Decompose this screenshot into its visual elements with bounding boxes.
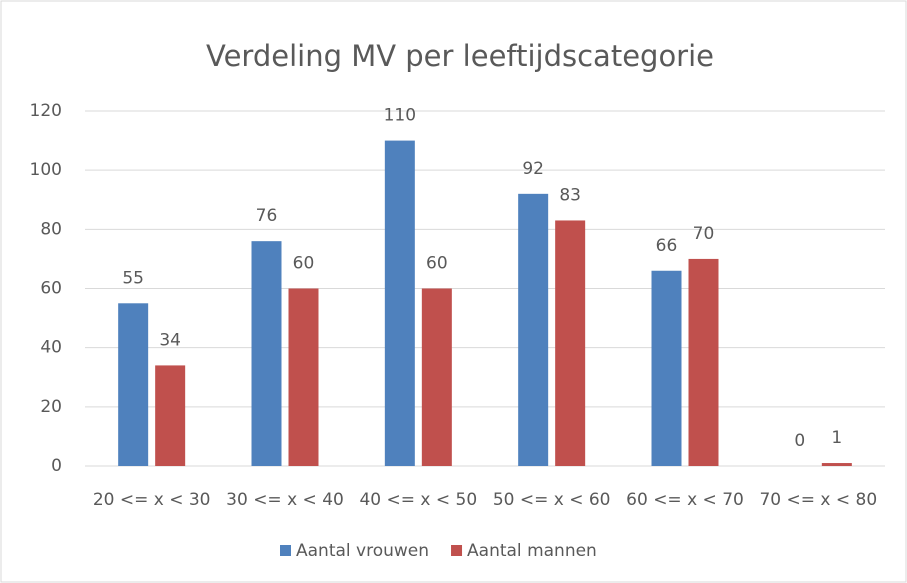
x-tick-label: 30 <= x < 40 <box>226 490 344 510</box>
bar <box>251 241 282 466</box>
x-tick-label: 70 <= x < 80 <box>759 490 877 510</box>
data-label: 55 <box>122 268 144 288</box>
data-label: 0 <box>794 431 805 451</box>
data-label: 110 <box>384 106 416 126</box>
y-tick-label: 20 <box>40 397 62 417</box>
y-tick-label: 60 <box>40 279 62 299</box>
legend-swatch <box>280 545 291 556</box>
data-label: 60 <box>426 254 448 274</box>
legend-swatch <box>451 545 463 556</box>
legend-label: Aantal mannen <box>467 541 597 561</box>
bar <box>688 258 719 466</box>
data-label: 1 <box>831 428 842 448</box>
bar <box>518 193 549 467</box>
bar <box>821 463 852 466</box>
y-tick-label: 40 <box>40 338 62 358</box>
bar <box>421 288 452 466</box>
data-label: 66 <box>656 236 678 256</box>
data-label: 76 <box>256 206 278 226</box>
bar <box>155 365 186 466</box>
y-tick-label: 80 <box>40 219 62 239</box>
bar <box>651 270 682 466</box>
bar <box>384 140 415 467</box>
data-label: 70 <box>693 224 715 244</box>
data-label: 60 <box>293 254 315 274</box>
data-label: 83 <box>559 185 581 205</box>
bar <box>555 220 586 466</box>
x-tick-label: 50 <= x < 60 <box>493 490 611 510</box>
x-tick-label: 40 <= x < 50 <box>359 490 477 510</box>
data-label: 34 <box>159 330 181 350</box>
data-label: 92 <box>522 159 544 179</box>
x-tick-label: 20 <= x < 30 <box>93 490 211 510</box>
chart-title: Verdeling MV per leeftijdscategorie <box>206 39 714 73</box>
legend-label: Aantal vrouwen <box>296 541 429 561</box>
bar <box>288 288 319 466</box>
x-tick-label: 60 <= x < 70 <box>626 490 744 510</box>
y-tick-label: 100 <box>30 160 62 180</box>
bar <box>118 303 149 466</box>
y-tick-label: 0 <box>51 456 62 476</box>
y-tick-label: 120 <box>30 101 62 121</box>
